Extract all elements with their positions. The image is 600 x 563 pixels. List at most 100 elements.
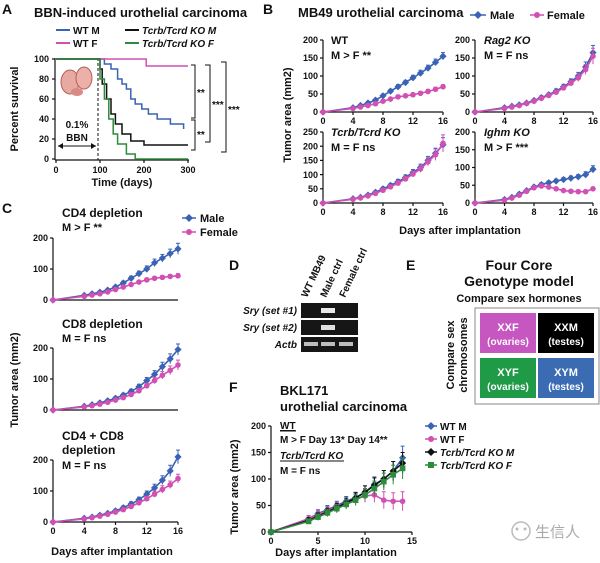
fcg-xxf-sub: (ovaries)	[487, 337, 529, 348]
b-rag2-ytick-label: 150	[455, 53, 470, 63]
c-cd4cd8-female-point	[128, 503, 134, 510]
f-legend-marker-ko-f	[428, 462, 434, 468]
f-legend-marker-wt-m	[427, 422, 435, 430]
c-cd8-female-point	[136, 387, 142, 394]
f-ytick-label: 150	[251, 448, 266, 458]
f-wt-f-point	[390, 498, 397, 505]
b-ighm-male-point	[545, 179, 553, 187]
b-rag2-ytick-label: 100	[455, 71, 470, 81]
c-cd4cd8-ytick-label: 100	[33, 486, 48, 496]
panel-c: C Male Female CD4 depletion M > F ** CD8…	[2, 200, 238, 558]
b-wt-xtick-label: 4	[350, 116, 355, 126]
b-rag2-xtick-label: 8	[531, 116, 536, 126]
c-cd4-female-point	[120, 284, 127, 290]
fcg-cell-xyf	[480, 358, 536, 398]
panel-e-title-2: Genotype model	[464, 273, 574, 289]
b-wt-female-point	[372, 100, 379, 107]
c-cd4cd8-male-point	[143, 490, 151, 498]
panel-f-wt-stat: M > F Day 13* Day 14**	[280, 435, 388, 446]
c-cd4-male-point	[119, 279, 127, 287]
svg-text:60: 60	[39, 94, 49, 104]
svg-text:80: 80	[39, 74, 49, 84]
f-tcrb-tcrd-ko-f-point	[324, 510, 331, 516]
b-ighm-ytick-label: 100	[455, 163, 470, 173]
f-tcrb-tcrd-ko-f-point	[371, 485, 378, 492]
c-cd8-female-point	[120, 394, 127, 401]
c-cd8-female-origin-point	[50, 407, 56, 413]
panel-f-title-2: urothelial carcinoma	[280, 399, 408, 414]
b-tcrb-xtick-label: 0	[320, 207, 325, 217]
b-tcrb-stat: M = F ns	[331, 142, 375, 154]
b-tcrb-female-origin-point	[320, 200, 326, 206]
c-cd4cd8-female-line	[52, 477, 179, 523]
svg-text:0: 0	[44, 154, 49, 164]
svg-text:20: 20	[39, 134, 49, 144]
panel-e-title-1: Four Core	[486, 257, 553, 273]
c-cd4cd8-male-point	[150, 484, 159, 492]
panel-b-ighm-plot: 0 50 100 150 200 0 4 8 12 16	[455, 127, 598, 217]
c-cd8-female-point	[151, 377, 158, 384]
b-ighm-female-point	[590, 186, 596, 192]
f-legend-label-ko-m: Tcrb/Tcrd KO M	[440, 448, 515, 459]
f-ytick-label: 50	[256, 501, 266, 511]
panel-f: F BKL171 urothelial carcinoma WT M > F D…	[229, 379, 515, 559]
panel-f-wt-label: WT	[280, 421, 296, 432]
gel-row-actb: Actb	[274, 340, 297, 351]
c-cd4-female-point	[175, 273, 181, 279]
c-cd48-stat: M = F ns	[62, 460, 106, 472]
b-tcrb-female-point	[402, 176, 409, 182]
c-cd4cd8-female-point	[112, 509, 119, 515]
panel-b-rag2-plot: 0 50 100 150 200 0 4 8 12 16	[455, 35, 598, 126]
fcg-cell-xxm	[538, 313, 594, 353]
b-wt-female-point	[380, 98, 386, 104]
b-rag2-female-point	[582, 66, 589, 73]
b-wt-xtick-label: 0	[320, 116, 325, 126]
band-actb-female	[339, 342, 353, 346]
b-rag2-female-point	[516, 102, 523, 109]
panel-b-label: B	[263, 1, 273, 17]
panel-a-legend: WT M WT F Tcrb/Tcrd KO M Tcrb/Tcrd KO F	[56, 26, 217, 50]
b-rag2-female-point	[523, 100, 530, 107]
band-sry1-male	[321, 308, 335, 313]
fcg-xym-key: XYM	[554, 367, 578, 379]
f-ytick-label: 200	[251, 421, 266, 431]
b-ighm-male-point	[574, 173, 582, 181]
b-wt-male-point	[401, 78, 410, 87]
b-ighm-female-origin-point	[472, 200, 478, 206]
panel-f-ylabel: Tumor area (mm2)	[229, 439, 241, 534]
b-wt-female-point	[402, 93, 409, 99]
c-cd4cd8-female-point	[175, 475, 181, 482]
c-cd8-female-point	[81, 404, 88, 410]
panel-b-wt-plot: 0 50 100 150 200 0 4 8 12 16	[303, 35, 448, 126]
b-rag2-female-point	[538, 95, 545, 102]
c-cd4cd8-xtick-label: 8	[113, 526, 118, 536]
f-tcrb-tcrd-ko-f-point	[305, 518, 312, 525]
b-wt-female-point	[350, 105, 356, 112]
b-ighm-xtick-label: 16	[588, 207, 598, 217]
svg-text:100: 100	[34, 54, 49, 64]
c-cd4cd8-xtick-label: 12	[142, 526, 152, 536]
b-tcrb-female-point	[350, 196, 356, 203]
svg-text:40: 40	[39, 114, 49, 124]
b-rag2-female-point	[560, 85, 567, 91]
c-cd4-female-point	[136, 279, 142, 285]
legend-label-male: Male	[490, 10, 514, 22]
panel-f-xlabel: Days after implantation	[275, 547, 397, 559]
gel-row-sry2: Sry (set #2)	[243, 323, 298, 334]
c-cd8-female-point	[175, 362, 181, 368]
c-cd8-male-point	[150, 370, 159, 378]
c-cd4cd8-female-point	[89, 514, 95, 521]
panel-a-axes: 100 80 60 40 20 0 0 100 200 300 Time (da…	[9, 54, 196, 189]
b-wt-stat: M > F **	[331, 50, 372, 62]
f-xtick-label: 15	[407, 536, 417, 546]
fcg-xxm-sub: (testes)	[548, 337, 584, 348]
f-legend-label-wt-f: WT F	[440, 435, 464, 446]
panel-a: A BBN-induced urothelial carcinoma WT M …	[2, 1, 248, 189]
survival-curve-wt-m	[56, 58, 185, 129]
b-wt-male-point	[379, 92, 387, 100]
b-rag2-xtick-label: 12	[558, 116, 568, 126]
b-wt-xtick-label: 16	[438, 116, 448, 126]
fcg-xym-sub: (testes)	[548, 382, 584, 393]
b-tcrb-female-point	[380, 187, 386, 194]
c-cd4-name: CD4 depletion	[62, 206, 143, 220]
